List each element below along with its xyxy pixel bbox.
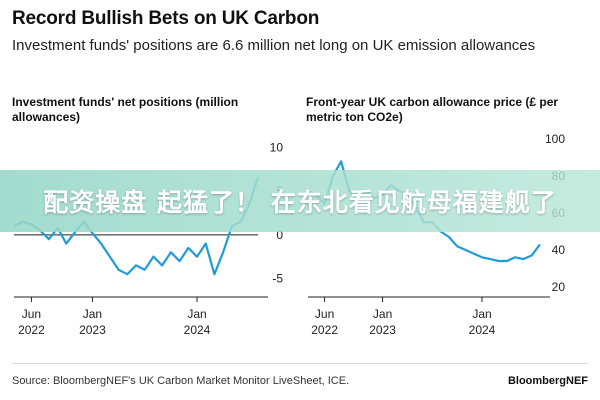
left-y-tick-label: 0 — [276, 228, 283, 242]
left-x-tick-label: Jan — [187, 307, 206, 321]
right-x-tick-label: 2024 — [469, 323, 496, 337]
right-x-tick-label: 2022 — [311, 323, 338, 337]
right-x-tick-label: Jun — [315, 307, 334, 321]
right-panel-title: Front-year UK carbon allowance price (£ … — [306, 95, 559, 124]
overlay-banner-text: 配资操盘 起猛了！ 在东北看见航母福建舰了 — [43, 188, 557, 217]
chart-subtitle: Investment funds' positions are 6.6 mill… — [12, 37, 536, 54]
left-y-tick-label: -5 — [272, 272, 283, 286]
right-x-tick-label: Jan — [472, 307, 491, 321]
source-note: Source: BloombergNEF's UK Carbon Market … — [12, 375, 350, 387]
chart-title: Record Bullish Bets on UK Carbon — [12, 8, 320, 29]
right-y-tick-label: 100 — [545, 132, 565, 146]
brand-logo: BloombergNEF — [507, 375, 588, 387]
right-x-tick-label: Jan — [373, 307, 392, 321]
left-x-tick-label: 2022 — [18, 323, 45, 337]
left-panel-title: Investment funds' net positions (million… — [12, 95, 239, 124]
left-x-tick-label: Jun — [22, 307, 41, 321]
footer-divider — [12, 363, 588, 364]
left-y-tick-label: 10 — [270, 140, 284, 154]
right-y-tick-label: 40 — [552, 243, 566, 257]
left-x-tick-label: Jan — [83, 307, 102, 321]
right-y-tick-label: 20 — [552, 280, 566, 294]
left-x-tick-label: 2024 — [184, 323, 211, 337]
right-x-tick-label: 2023 — [369, 323, 396, 337]
overlay-banner: 配资操盘 起猛了！ 在东北看见航母福建舰了 — [0, 170, 600, 232]
left-x-tick-label: 2023 — [79, 323, 106, 337]
